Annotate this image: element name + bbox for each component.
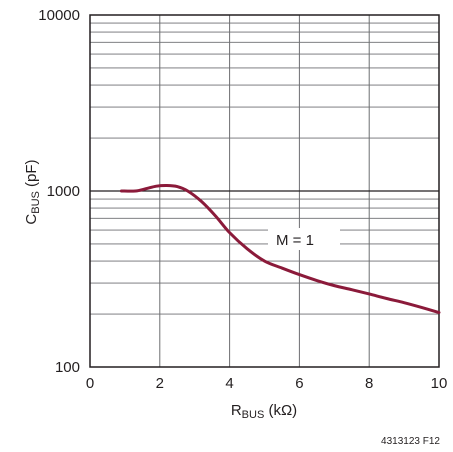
curve-label-group: M = 1 [268, 228, 340, 250]
figure-id: 4313123 F12 [381, 436, 440, 447]
grid [90, 15, 439, 367]
y-axis-label: CBUS (pF) [23, 159, 42, 224]
series-line-m1 [119, 183, 441, 315]
x-axis-label: RBUS (kΩ) [231, 402, 297, 421]
x-tick-label: 4 [225, 375, 233, 392]
series-group [119, 183, 441, 315]
y-tick-labels: 100 1000 10000 [38, 7, 80, 376]
y-tick-label: 10000 [38, 7, 80, 24]
y-tick-label: 1000 [47, 183, 80, 200]
x-tick-label: 6 [295, 375, 303, 392]
y-axis-label-unit: (pF) [23, 159, 40, 191]
y-tick-label: 100 [55, 359, 80, 376]
x-axis-label-sub: BUS [242, 409, 265, 421]
x-tick-label: 8 [365, 375, 373, 392]
y-axis-label-sub: BUS [30, 191, 42, 214]
x-tick-label: 10 [431, 375, 448, 392]
curve-label-background [268, 228, 340, 250]
x-tick-labels: 0 2 4 6 8 10 [86, 375, 448, 392]
x-axis-label-unit: (kΩ) [264, 402, 297, 419]
x-axis-label-main: R [231, 402, 242, 419]
y-axis-label-main: C [23, 214, 40, 225]
x-tick-label: 2 [156, 375, 164, 392]
plot-frame [89, 14, 440, 368]
curve-label-m1: M = 1 [276, 232, 314, 249]
x-tick-label: 0 [86, 375, 94, 392]
